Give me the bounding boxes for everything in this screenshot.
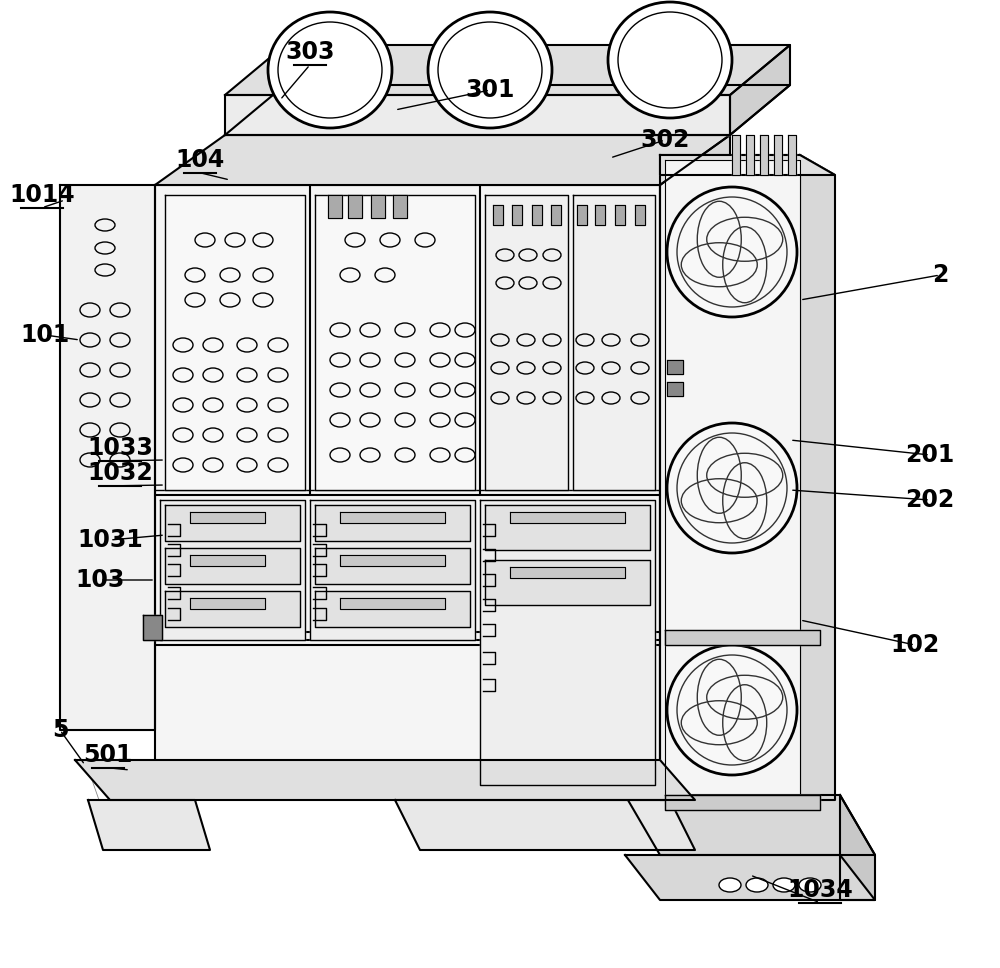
Text: 303: 303 [285,40,335,64]
Polygon shape [310,500,475,640]
Text: 103: 103 [75,568,125,592]
Polygon shape [660,135,730,780]
Polygon shape [512,205,522,225]
Polygon shape [760,135,768,175]
Text: 101: 101 [20,323,70,347]
Polygon shape [551,205,561,225]
Polygon shape [800,155,835,800]
Polygon shape [788,135,796,175]
Polygon shape [225,45,790,95]
Polygon shape [328,195,342,218]
Ellipse shape [667,187,797,317]
Text: 202: 202 [905,488,955,512]
Ellipse shape [268,12,392,128]
Text: 302: 302 [640,128,690,152]
Polygon shape [393,195,407,218]
Polygon shape [315,505,470,541]
Text: 1033: 1033 [87,436,153,460]
Polygon shape [190,555,265,566]
Polygon shape [510,567,625,578]
Ellipse shape [799,878,821,892]
Text: 5: 5 [52,718,68,742]
Polygon shape [225,85,790,135]
Ellipse shape [719,878,741,892]
Polygon shape [635,205,645,225]
Polygon shape [225,95,730,135]
Polygon shape [615,205,625,225]
Polygon shape [532,205,542,225]
Polygon shape [340,555,445,566]
Polygon shape [625,795,875,855]
Polygon shape [315,195,475,490]
Polygon shape [667,360,683,374]
Polygon shape [190,598,265,609]
Ellipse shape [773,878,795,892]
Polygon shape [660,155,800,800]
Text: 1034: 1034 [787,878,853,902]
Polygon shape [660,155,835,175]
Polygon shape [732,135,740,175]
Polygon shape [665,795,820,810]
Ellipse shape [618,12,722,108]
Polygon shape [88,800,210,850]
Text: 2: 2 [932,263,948,287]
Text: 301: 301 [465,78,515,102]
Polygon shape [340,512,445,523]
Polygon shape [160,500,305,640]
Ellipse shape [667,645,797,775]
Ellipse shape [278,22,382,118]
Polygon shape [371,195,385,218]
Polygon shape [510,512,625,523]
Ellipse shape [438,22,542,118]
Polygon shape [165,505,300,541]
Polygon shape [395,800,695,850]
Polygon shape [485,195,568,490]
Polygon shape [315,548,470,584]
Polygon shape [577,205,587,225]
Ellipse shape [667,423,797,553]
Polygon shape [840,795,875,900]
Polygon shape [340,598,445,609]
Polygon shape [190,512,265,523]
Ellipse shape [428,12,552,128]
Polygon shape [665,160,800,795]
Polygon shape [60,185,155,730]
Polygon shape [774,135,782,175]
Text: 1032: 1032 [87,461,153,485]
Text: 1031: 1031 [77,528,143,552]
Polygon shape [165,195,305,490]
Polygon shape [348,195,362,218]
Polygon shape [75,760,695,800]
Ellipse shape [608,2,732,118]
Polygon shape [573,195,655,490]
Polygon shape [480,500,655,785]
Polygon shape [143,615,162,640]
Text: 102: 102 [890,633,940,657]
Polygon shape [155,185,660,780]
Polygon shape [595,205,605,225]
Ellipse shape [746,878,768,892]
Text: 1014: 1014 [9,183,75,207]
Polygon shape [730,45,790,135]
Polygon shape [485,505,650,550]
Polygon shape [315,591,470,627]
Polygon shape [155,135,730,185]
Polygon shape [746,135,754,175]
Text: 104: 104 [175,148,225,172]
Text: 201: 201 [905,443,955,467]
Polygon shape [165,591,300,627]
Polygon shape [485,560,650,605]
Polygon shape [165,548,300,584]
Polygon shape [493,205,503,225]
Polygon shape [625,855,875,900]
Text: 501: 501 [83,743,133,767]
Polygon shape [665,630,820,645]
Polygon shape [667,382,683,396]
